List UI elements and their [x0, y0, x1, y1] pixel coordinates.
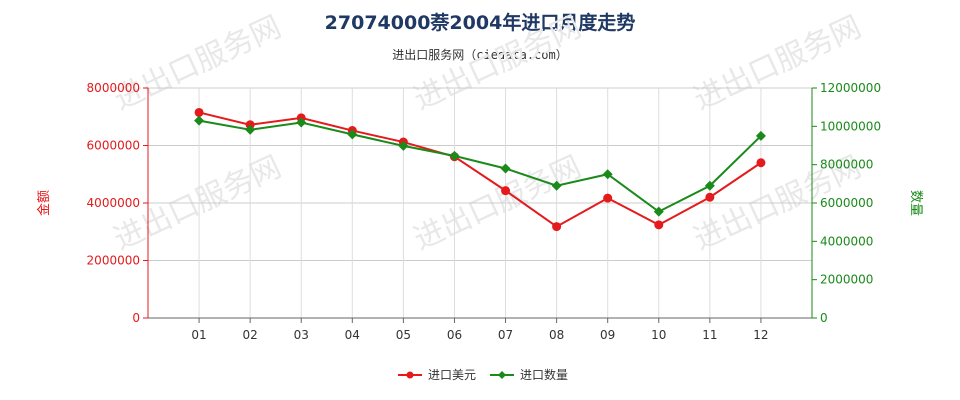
x-tick-label: 09 — [600, 328, 615, 342]
axes: 0 2000000 4000000 6000000 8000000 0 2000000 400… — [36, 81, 923, 342]
x-tick-label: 01 — [191, 328, 206, 342]
left-tick-label: 8000000 — [87, 81, 140, 95]
x-tick-label: 03 — [294, 328, 309, 342]
left-tick-label: 4000000 — [87, 196, 140, 210]
data-point — [551, 180, 562, 191]
data-point — [654, 220, 664, 230]
right-tick-label: 8000000 — [820, 158, 873, 172]
data-point — [756, 158, 766, 168]
right-tick-label: 2000000 — [820, 273, 873, 287]
data-point — [500, 163, 511, 174]
watermark-text: 进出口服务网 — [409, 9, 587, 117]
x-tick-label: 08 — [549, 328, 564, 342]
chart-subtitle: 进出口服务网（ciedata.com） — [392, 48, 568, 62]
legend-label: 进口数量 — [520, 367, 568, 382]
left-tick-label: 0 — [132, 311, 140, 325]
series-layer — [194, 107, 766, 232]
legend-label: 进口美元 — [428, 368, 476, 382]
series-line — [198, 111, 762, 228]
data-point — [347, 129, 358, 140]
x-tick-label: 11 — [702, 328, 717, 342]
data-point — [755, 130, 766, 141]
series-line — [198, 119, 762, 213]
data-point — [653, 206, 664, 217]
right-tick-label: 4000000 — [820, 234, 873, 248]
data-point — [603, 193, 613, 203]
right-tick-label: 6000000 — [820, 196, 873, 210]
data-point — [398, 140, 409, 151]
watermark-text: 进出口服务网 — [689, 9, 867, 117]
data-point — [296, 117, 307, 128]
legend: 进口美元 进口数量 — [398, 367, 568, 382]
chart-title: 27074000萘2004年进口月度走势 — [324, 12, 636, 34]
x-tick-label: 02 — [243, 328, 258, 342]
right-tick-label: 0 — [820, 311, 828, 325]
right-tick-label: 10000000 — [820, 119, 881, 133]
x-tick-label: 12 — [753, 328, 768, 342]
x-tick-label: 04 — [345, 328, 360, 342]
left-axis-label: 金额 — [36, 190, 52, 216]
data-point — [194, 115, 205, 126]
legend-marker — [498, 371, 506, 379]
data-point — [245, 124, 256, 135]
legend-marker — [406, 371, 414, 379]
data-point — [501, 186, 511, 196]
x-tick-label: 06 — [447, 328, 462, 342]
x-tick-label: 05 — [396, 328, 411, 342]
data-point — [552, 222, 562, 232]
left-tick-label: 6000000 — [87, 139, 140, 153]
data-point — [602, 169, 613, 180]
data-point — [704, 180, 715, 191]
right-tick-label: 12000000 — [820, 81, 881, 95]
x-tick-label: 07 — [498, 328, 513, 342]
watermark-text: 进出口服务网 — [109, 9, 287, 117]
x-tick-label: 10 — [651, 328, 666, 342]
data-point — [449, 150, 460, 161]
data-point — [194, 107, 204, 117]
right-axis-label: 数量 — [908, 190, 923, 216]
data-point — [705, 192, 715, 202]
left-tick-label: 2000000 — [87, 254, 140, 268]
